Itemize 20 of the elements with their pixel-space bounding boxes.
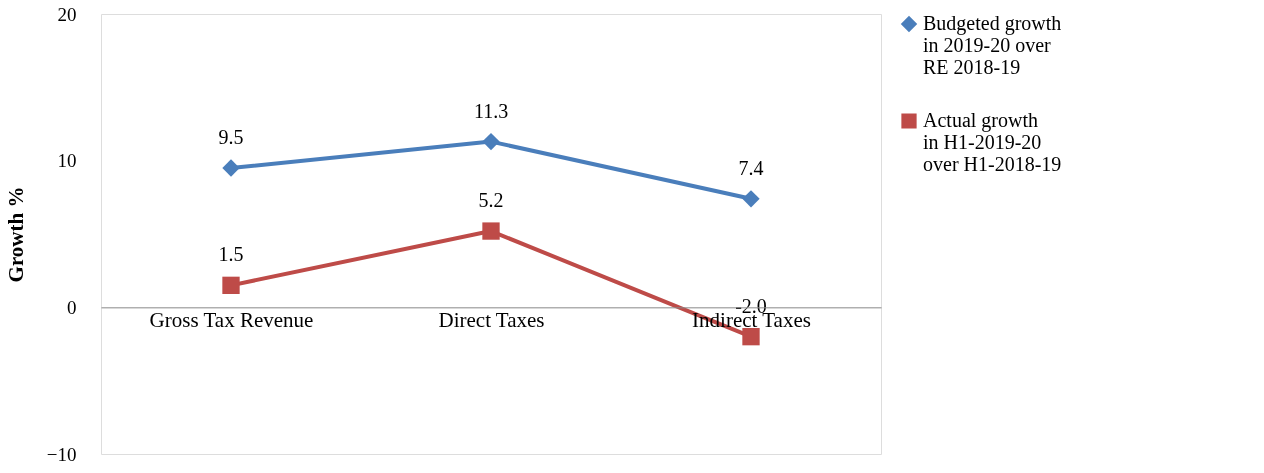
point <box>222 276 240 294</box>
data-label: 5.2 <box>478 189 504 212</box>
data-label: 11.3 <box>473 99 509 122</box>
point <box>482 132 500 151</box>
y-axis-title: Growth % <box>3 186 28 283</box>
point <box>482 222 500 240</box>
point <box>742 190 760 208</box>
y-tick-label: −10 <box>46 443 77 465</box>
data-label: 1.5 <box>218 243 244 266</box>
y-tick-label: 0 <box>67 296 77 318</box>
point <box>222 159 240 177</box>
y-tick-label: 20 <box>57 3 77 25</box>
data-label: 7.4 <box>738 156 764 179</box>
x-tick-label: Direct Taxes <box>438 307 545 332</box>
point <box>742 328 760 346</box>
x-tick-label: Gross Tax Revenue <box>149 307 314 332</box>
legend-label: Budgeted growth in 2019-20 over RE 2018-19 <box>923 12 1062 78</box>
legend-label: Actual growth in H1-2019-20 over H1-2018-19 <box>923 109 1062 175</box>
data-label: 9.5 <box>218 126 244 148</box>
y-tick-label: 10 <box>57 150 77 172</box>
